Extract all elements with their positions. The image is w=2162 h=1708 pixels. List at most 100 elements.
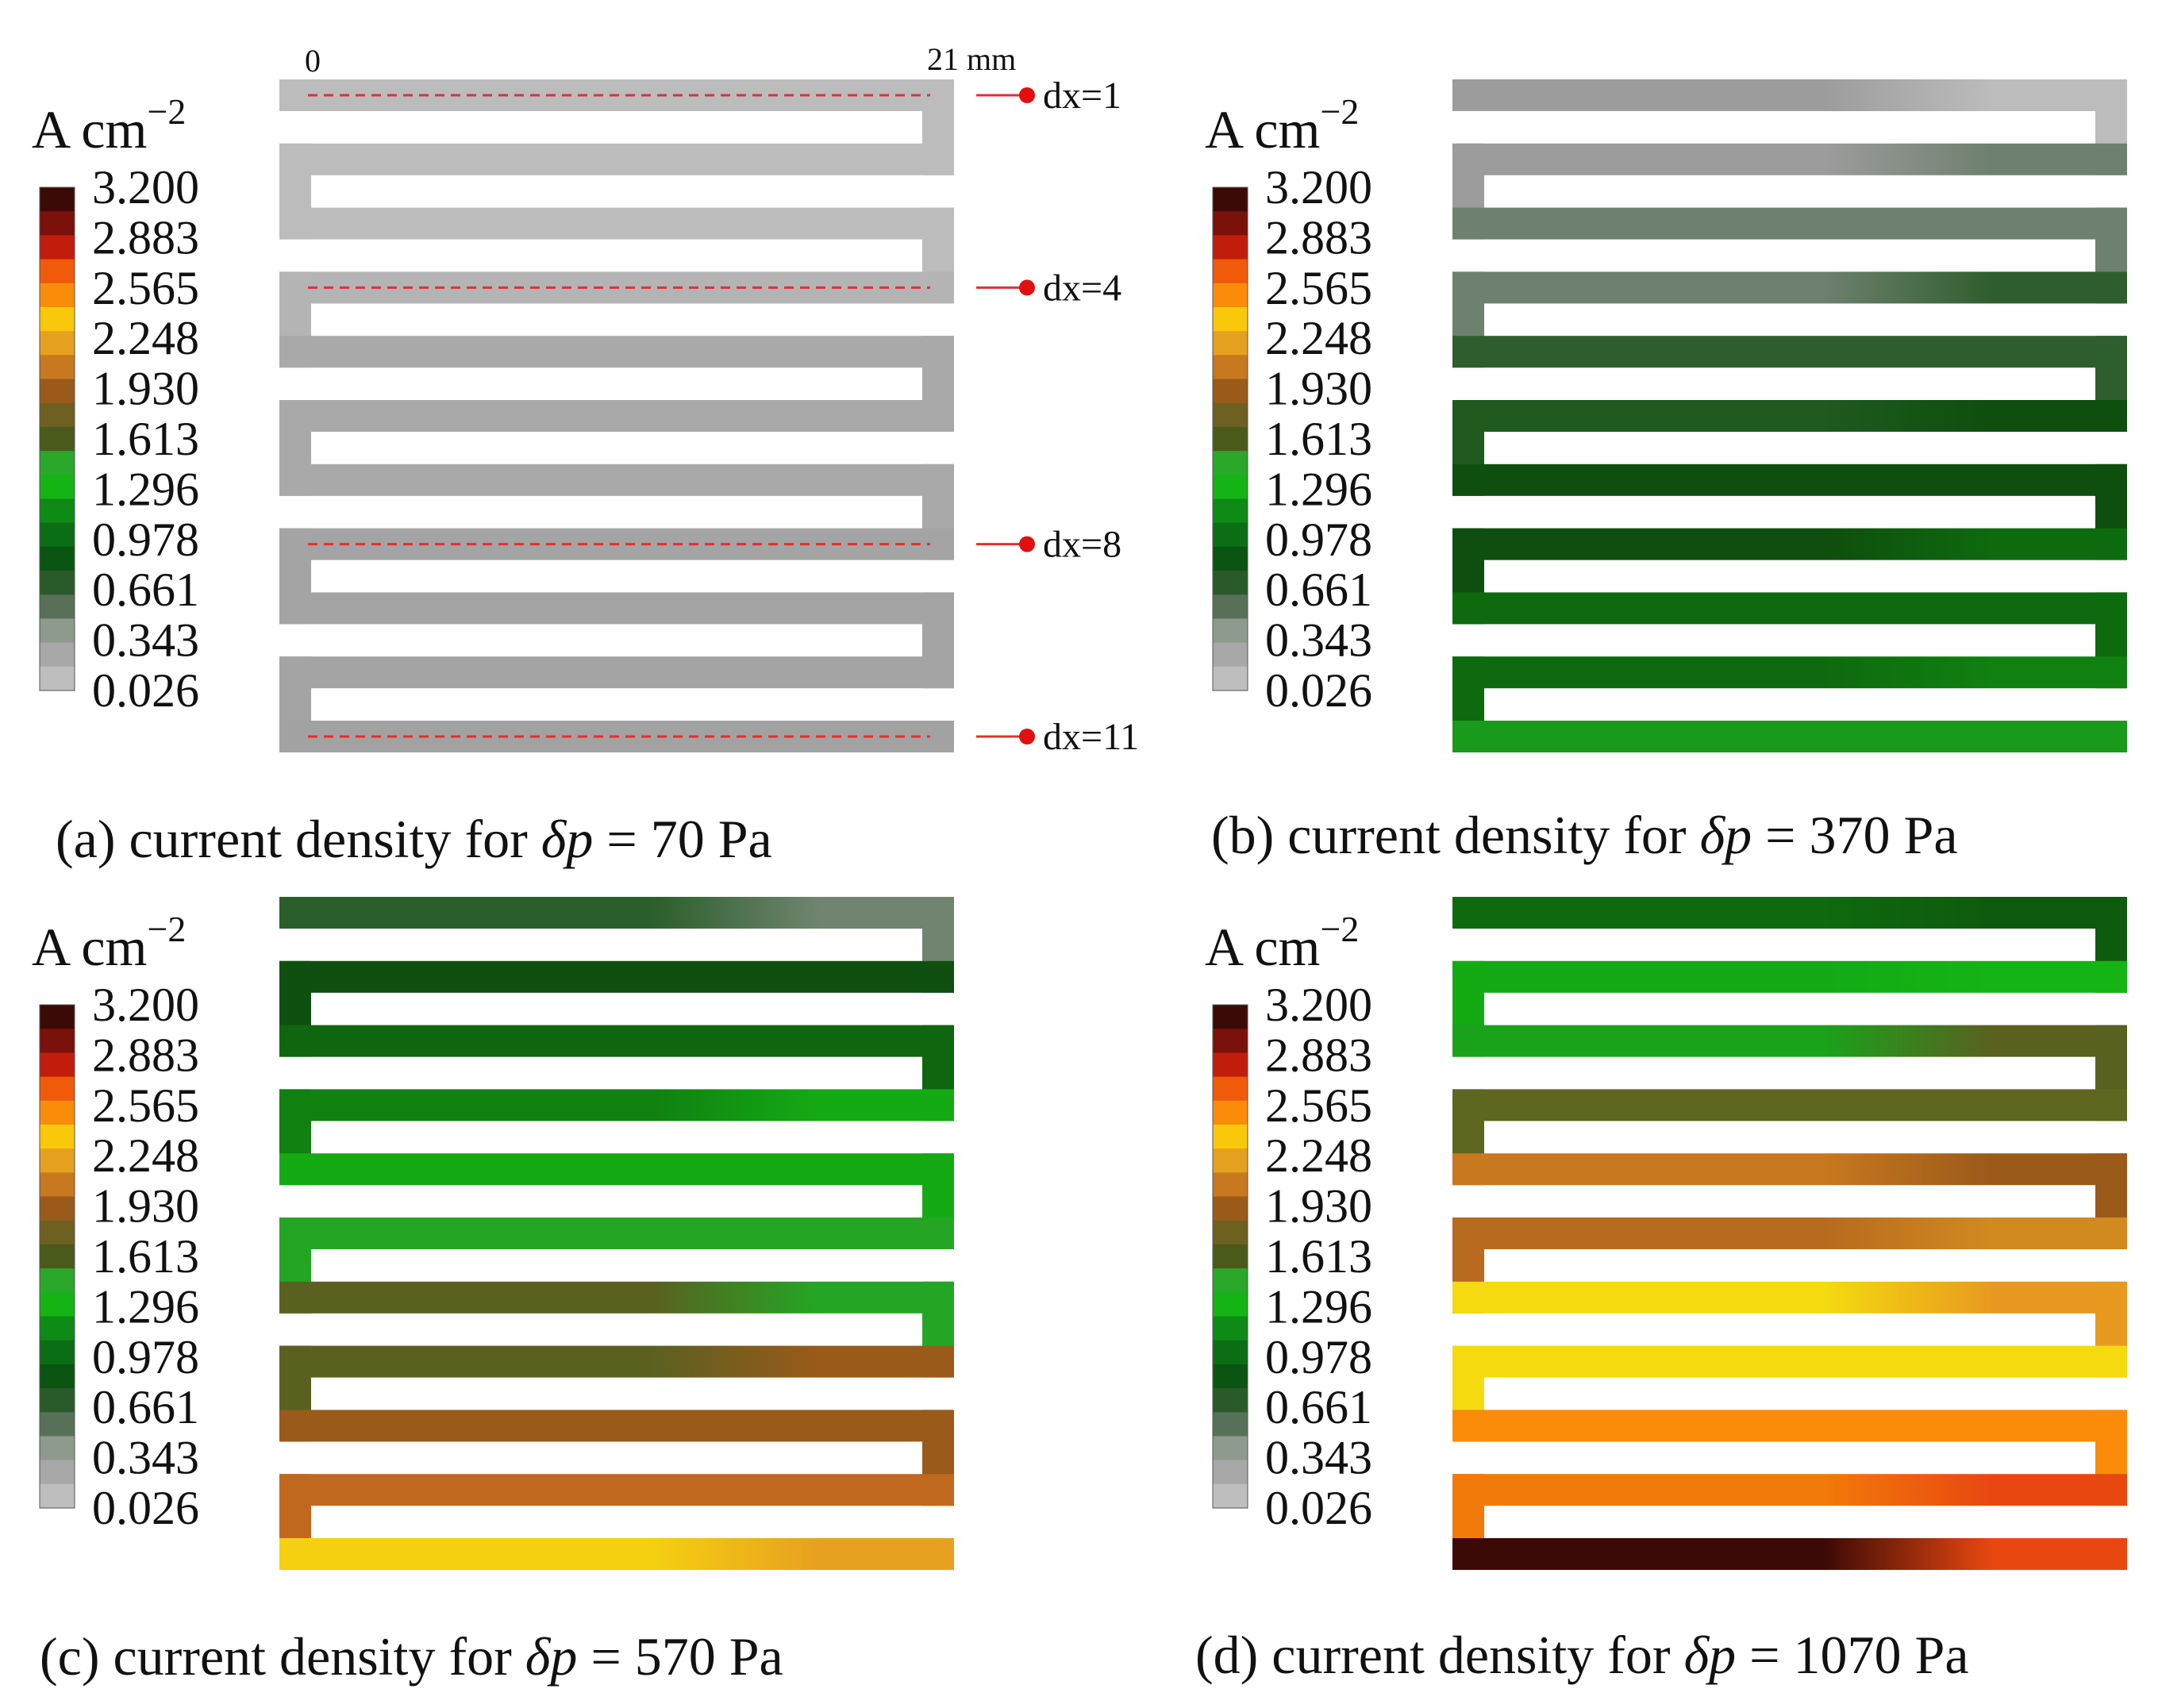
probe-label: dx=1 [1043,75,1121,117]
colorbar-tick-label: 3.200 [1265,161,1372,213]
colorbar-band [1213,1412,1248,1437]
probe-label: dx=4 [1043,267,1121,309]
channel-segment [279,897,954,929]
colorbar-unit: A cm−2 [1205,909,1359,977]
colorbar-band [40,1244,75,1269]
colorbar-band [40,1388,75,1413]
colorbar: A cm−2 3.2002.8832.5652.2481.9301.6131.2… [1205,909,1372,1534]
colorbar-tick-label: 2.883 [92,211,199,264]
colorbar-tick-label: 0.026 [92,1482,199,1534]
colorbar-band [1213,1124,1248,1149]
colorbar-tick-label: 0.026 [1265,664,1372,717]
channel-segment [1452,1345,2127,1378]
serpentine-channel [1452,897,2127,1570]
panel-caption: (d) current density for δp = 1070 Pa [1195,1625,1969,1685]
channel-segment [279,1089,954,1121]
colorbar-band [40,426,75,452]
colorbar-band [40,1483,75,1509]
colorbar-band [1213,451,1248,475]
colorbar-band [1213,355,1248,380]
colorbar-tick-label: 2.248 [1265,312,1372,364]
colorbar-band [40,355,75,380]
colorbar-unit: A cm−2 [32,91,186,160]
colorbar-unit: A cm−2 [32,909,186,977]
colorbar-band [40,1412,75,1437]
colorbar-band [40,1005,75,1029]
colorbar-band [1213,1388,1248,1413]
channel-segment [1452,721,2127,752]
colorbar-band [40,498,75,524]
colorbar-band [1213,666,1248,691]
colorbar-tick-label: 1.296 [92,1280,199,1333]
channel-segment [1452,592,2127,625]
colorbar-tick-label: 2.248 [92,1129,199,1182]
colorbar-band [40,1124,75,1149]
colorbar-band [40,1052,75,1078]
channel-segment [1452,1410,2127,1442]
channel-segment [279,960,954,993]
colorbar-bands [39,187,75,691]
channel-segment [1452,464,2127,496]
channel-segment [279,592,954,625]
channel-segment [279,1474,954,1506]
colorbar-tick-label: 0.661 [92,1381,199,1433]
colorbar-bands [1212,187,1248,691]
colorbar-band [1213,498,1248,524]
colorbar-tick-label: 0.343 [1265,1432,1372,1484]
probe-marker [1019,536,1035,552]
colorbar-band [1213,642,1248,667]
colorbar-tick-label: 1.930 [92,363,199,415]
channel-segment [1452,1281,2127,1314]
channel-segment [279,1153,954,1186]
colorbar-band [40,594,75,620]
colorbar-tick-label: 1.930 [92,1180,199,1233]
colorbar-frame [39,1004,75,1509]
colorbar-band [40,1268,75,1293]
colorbar-tick-label: 0.661 [1265,1381,1372,1433]
channel-segment [1452,79,2127,111]
colorbar: A cm−2 3.2002.8832.5652.2481.9301.6131.2… [32,909,199,1534]
colorbar-band [40,1172,75,1198]
colorbar-band [40,306,75,332]
colorbar-band [40,402,75,428]
colorbar-tick-label: 1.613 [1265,413,1372,465]
colorbar-band [40,1029,75,1053]
channel-segment [1452,1218,2127,1249]
axis-end-label: 21 mm [927,41,1016,77]
colorbar-band [40,259,75,284]
colorbar-tick-label: 1.930 [1265,363,1372,415]
colorbar-band [1213,1244,1248,1269]
colorbar-band [1213,1076,1248,1102]
colorbar-band [1213,1220,1248,1245]
channel-segment [1452,336,2127,368]
channel-segment [1452,1538,2127,1570]
serpentine-channel [279,897,954,1570]
colorbar-band [40,379,75,404]
panel-b: A cm−2 3.2002.8832.5652.2481.9301.6131.2… [1205,79,2127,865]
serpentine-channel [279,79,954,752]
probe-lines: dx=1 dx=4 dx=8 dx=11 [308,75,1139,758]
colorbar-band [40,642,75,667]
channel-segment [1452,960,2127,993]
colorbar-tick-label: 0.978 [92,514,199,566]
colorbar-band [1213,1340,1248,1365]
panel-caption: (a) current density for δp = 70 Pa [56,809,772,869]
channel-segment [1452,400,2127,432]
colorbar-band [1213,1483,1248,1509]
channel-segment [279,143,954,175]
colorbar-band [1213,522,1248,548]
colorbar-tick-label: 0.978 [1265,514,1372,566]
panel-caption: (b) current density for δp = 370 Pa [1211,805,1958,865]
colorbar-band [40,451,75,475]
colorbar-tick-label: 2.565 [1265,1079,1372,1132]
colorbar-unit: A cm−2 [1205,91,1359,160]
colorbar-band [40,546,75,571]
channel-segment [1452,528,2127,560]
channel-segment [279,400,954,432]
colorbar-tick-label: 2.883 [1265,1029,1372,1081]
colorbar-band [1213,475,1248,500]
colorbar-tick-label: 0.343 [1265,614,1372,667]
colorbar-tick-label: 1.296 [1265,463,1372,515]
colorbar-band [40,331,75,356]
colorbar-tick-label: 1.613 [92,413,199,465]
